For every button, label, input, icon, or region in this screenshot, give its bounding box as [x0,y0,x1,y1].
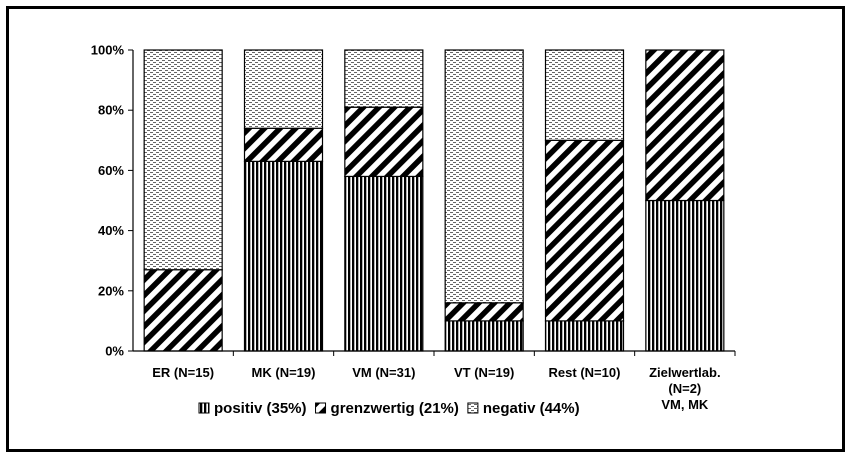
bar-segment-er-n-15-negativ [143,49,223,271]
legend-swatch-negativ [467,402,479,414]
axes: ER (N=15) MK (N=19) VM (N=31) VT (N=19) Rest… [91,43,736,412]
bar-segment-vm-n-31-positiv [344,175,424,352]
y-tick-label-20: 20% [98,283,124,298]
y-tick-label-60: 60% [98,163,124,178]
x-tick-label-vm-n-31: VM (N=31) [352,365,415,380]
legend-swatch-grenzwertig [315,402,327,414]
y-tick-label-80: 80% [98,103,124,118]
bar-segment-mk-n-19-grenzwertig [243,127,324,162]
legend-label-grenzwertig: grenzwertig (21%) [331,400,459,417]
legend-swatch-positiv [198,402,210,414]
bar-segment-rest-n-10-positiv [544,320,625,352]
x-tick-label-er-n-15: ER (N=15) [152,365,214,380]
bar-segment-mk-n-19-positiv [243,160,324,352]
bar-segment-vm-n-31-grenzwertig [344,106,424,178]
legend: positiv (35%) grenzwertig (21%) negativ (4… [198,400,580,417]
bar-segment-vt-n-19-grenzwertig [444,302,524,322]
bar-segment-vt-n-19-positiv [444,320,524,352]
bar-segment-rest-n-10-negativ [544,49,625,141]
y-tick-label-40: 40% [98,223,124,238]
y-tick-label-0: 0% [105,344,124,359]
legend-label-positiv: positiv (35%) [214,400,307,417]
bar-segment-zielwertlab-grenzwertig [645,49,725,202]
x-tick-label-mk-n-19: MK (N=19) [252,365,316,380]
legend-label-negativ: negativ (44%) [483,400,580,417]
bars-layer [143,49,725,352]
bar-segment-rest-n-10-grenzwertig [544,139,625,322]
y-tick-label-100: 100% [91,43,125,58]
bar-segment-vm-n-31-negativ [344,49,424,108]
bar-segment-zielwertlab-positiv [645,199,725,352]
x-tick-label-rest-n-10: Rest (N=10) [549,365,621,380]
x-tick-label-zielwertlab: Zielwertlab. (N=2) VM, MK [649,365,721,412]
bar-segment-vt-n-19-negativ [444,49,524,304]
bar-segment-mk-n-19-negativ [243,49,324,129]
bar-segment-er-n-15-grenzwertig [143,269,223,352]
x-tick-label-vt-n-19: VT (N=19) [454,365,514,380]
